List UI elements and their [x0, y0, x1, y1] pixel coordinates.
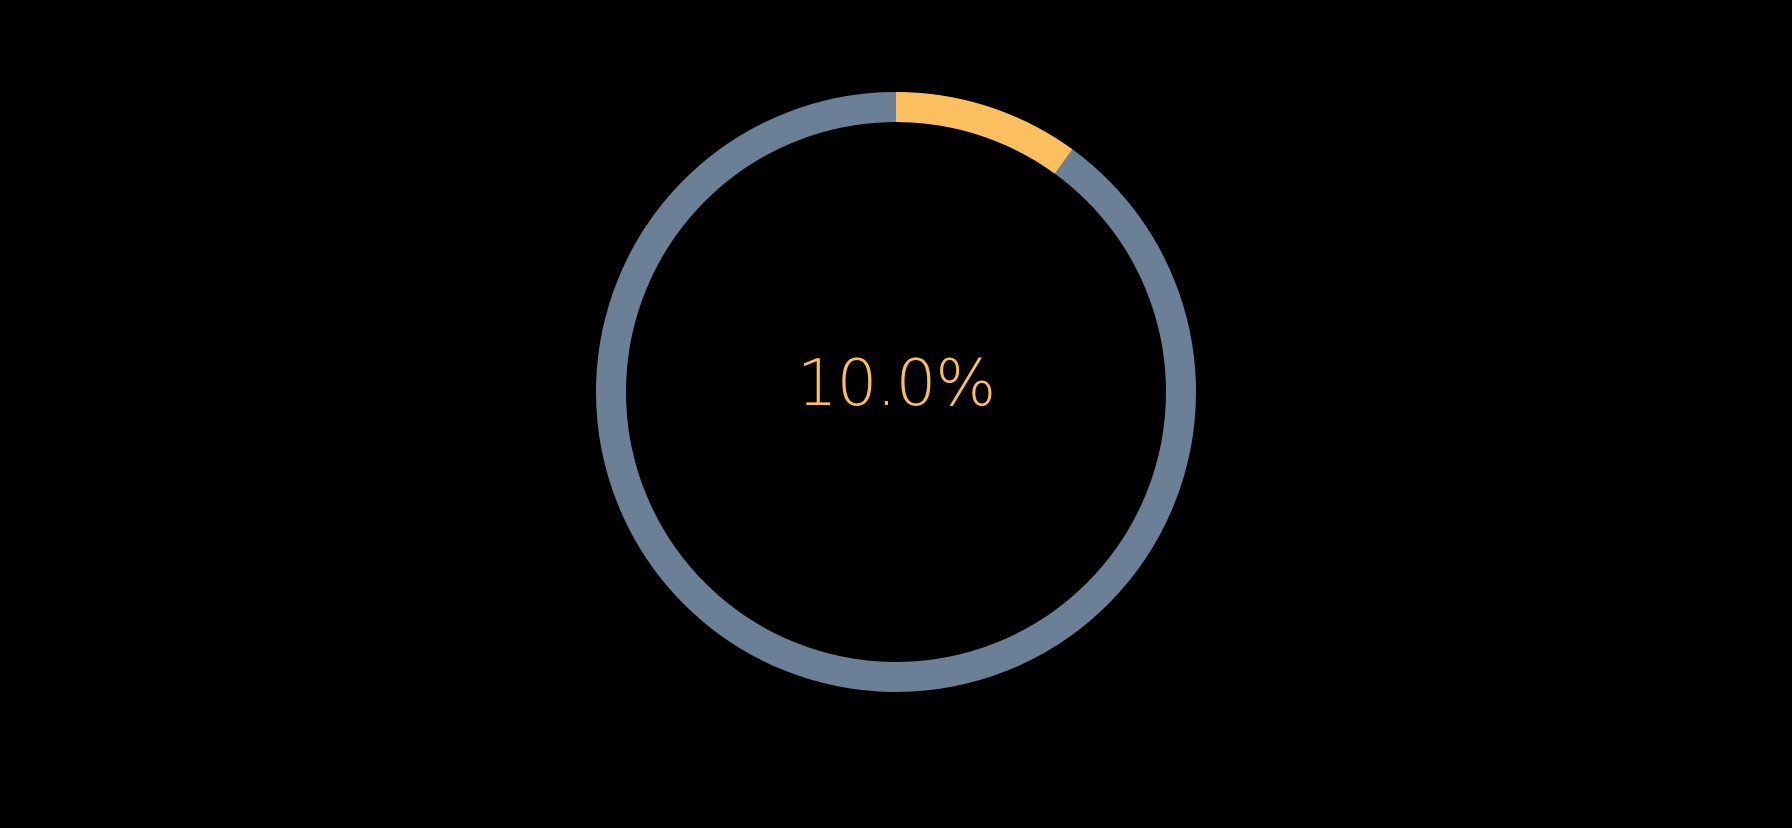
progress-ring-fill	[895, 92, 1073, 174]
progress-percent-label: 10.0%	[796, 347, 996, 421]
